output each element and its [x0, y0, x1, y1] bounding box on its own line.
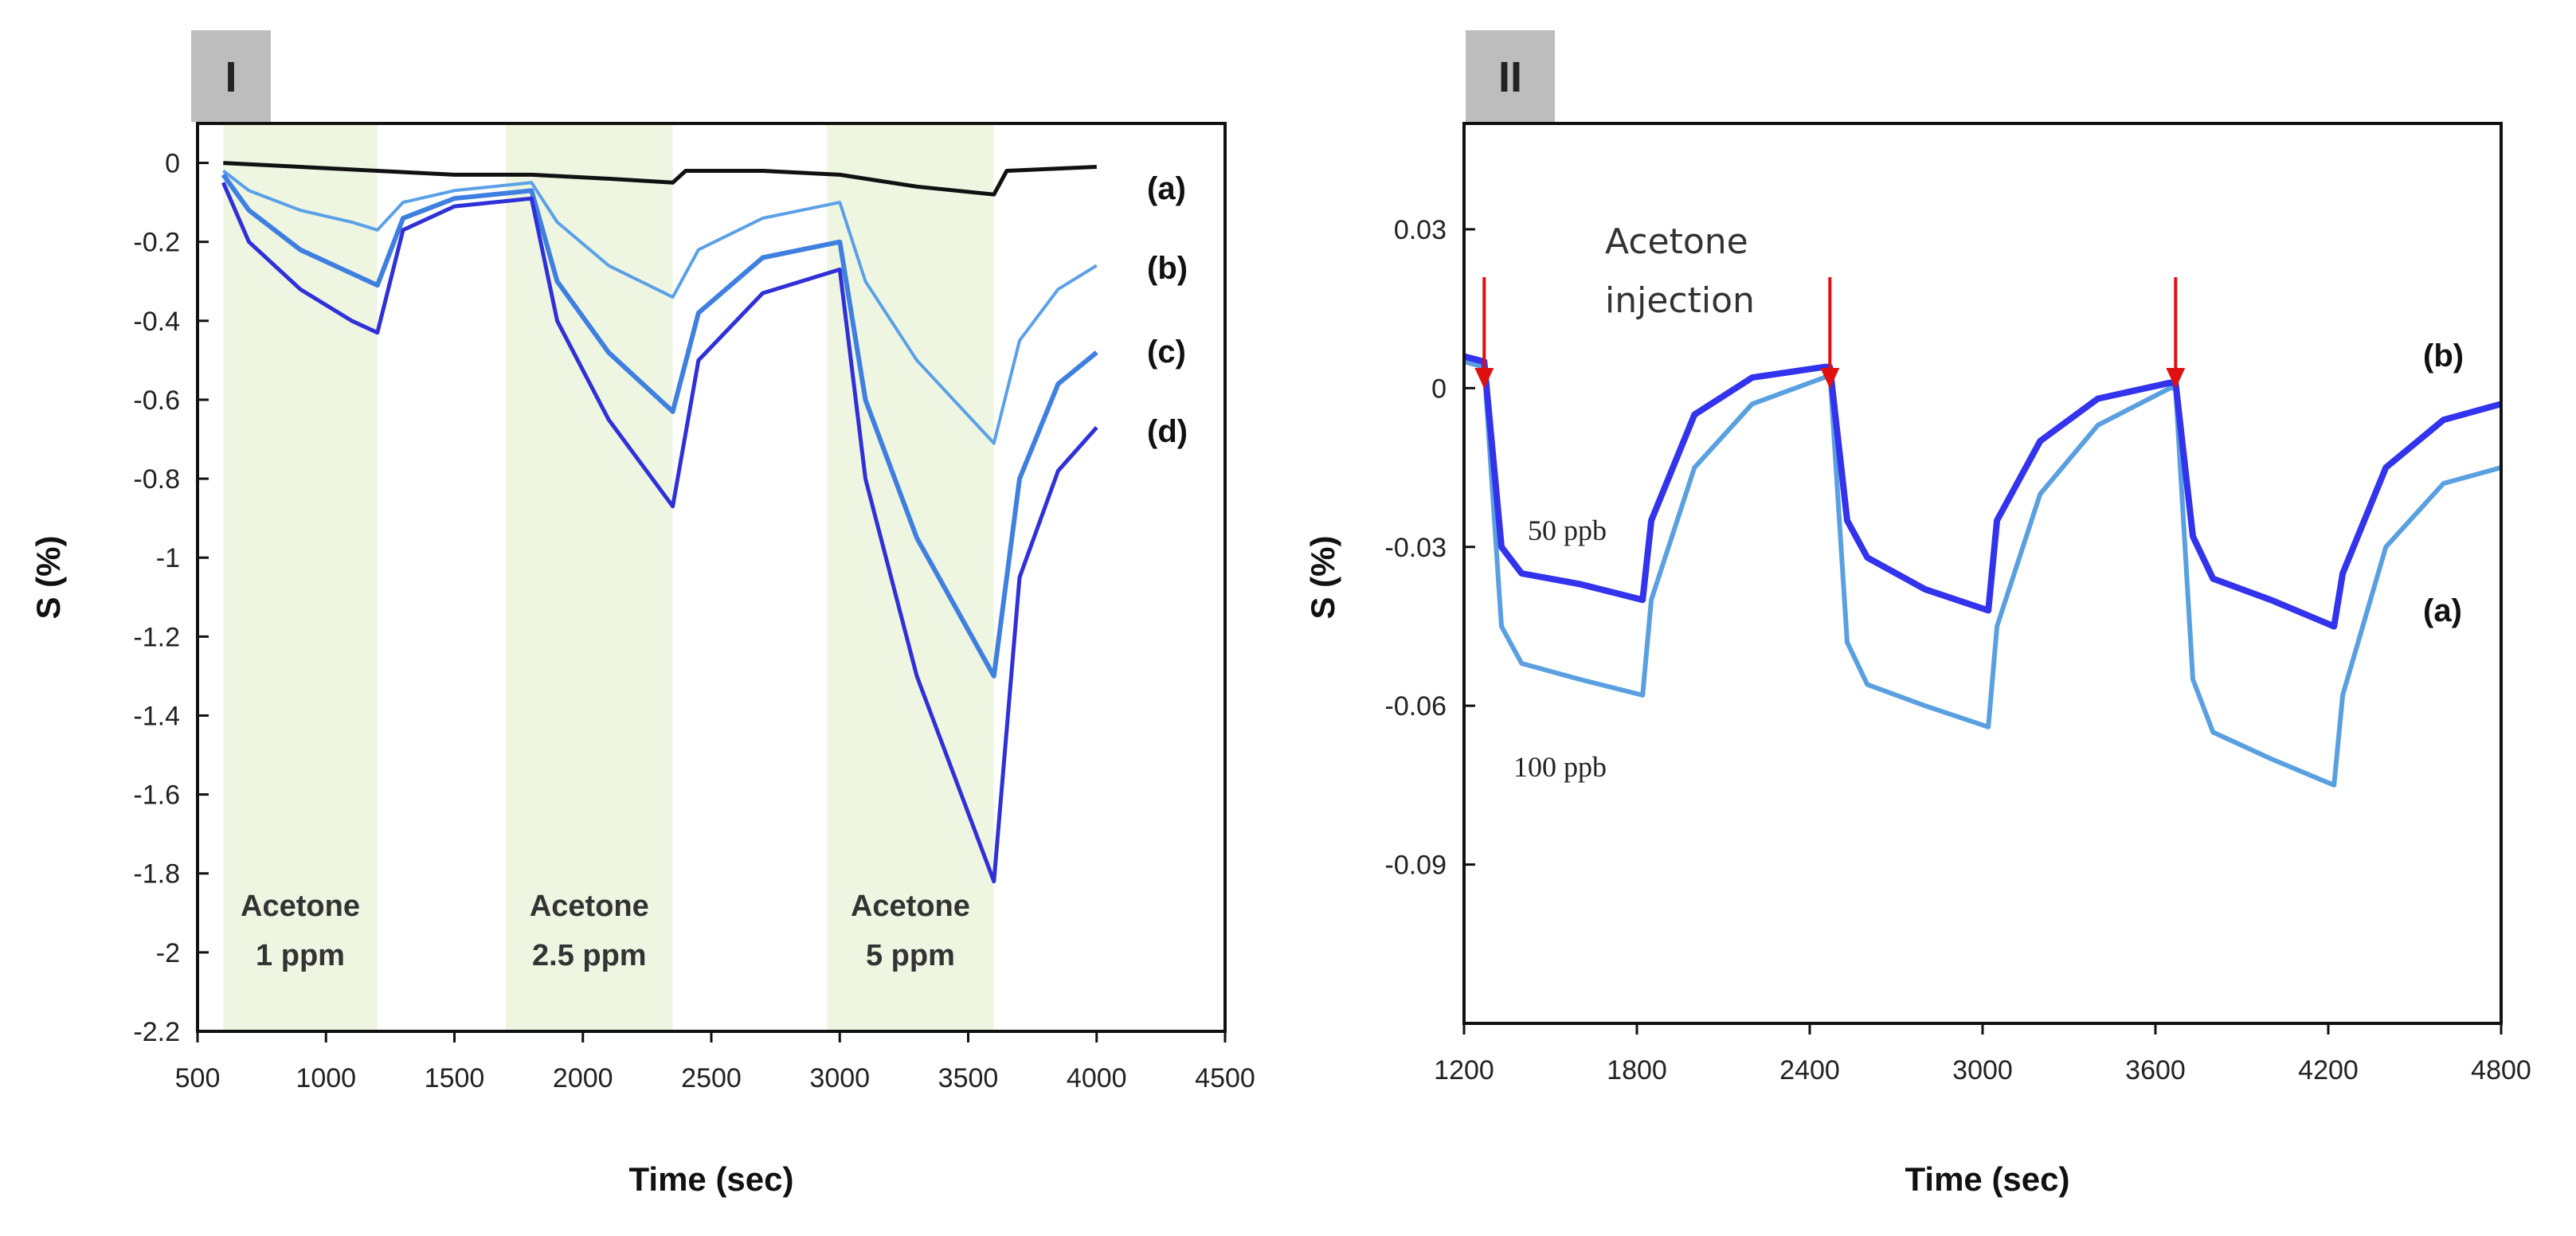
panel-2-series: [1462, 353, 2503, 788]
y-tick-label: -0.4: [133, 307, 180, 337]
y-tick-label: -1.2: [133, 622, 180, 652]
y-tick-label: -0.06: [1385, 691, 1447, 722]
panel-2-x-ticks: 1200 1800 2400 3000 3600 4200 4800: [1434, 1023, 2531, 1085]
x-tick-label: 3600: [2125, 1055, 2186, 1085]
panel-1-y-axis-title: S (%): [29, 536, 67, 620]
panel-2-curve-labels: (a) (b): [2423, 338, 2464, 628]
x-tick-label: 1200: [1434, 1055, 1494, 1085]
injection-arrow-head-1: [1474, 368, 1494, 389]
panel-1-x-axis-title: Time (sec): [629, 1160, 794, 1198]
x-tick-label: 3500: [938, 1063, 999, 1093]
x-tick-label: 1500: [425, 1063, 485, 1093]
injection-arrow-head-2: [1820, 368, 1840, 389]
x-tick-label: 2400: [1779, 1055, 1840, 1085]
y-tick-label: 0: [1431, 374, 1447, 404]
region-label-3-line1: Acetone: [851, 890, 970, 923]
y-tick-label: -2: [156, 938, 180, 968]
y-tick-label: 0: [165, 149, 180, 179]
curve-label-a: (a): [2423, 593, 2462, 628]
y-tick-label: 0.03: [1394, 215, 1447, 245]
x-tick-label: 500: [175, 1063, 221, 1093]
region-label-1-line1: Acetone: [241, 890, 360, 923]
panel-1-curve-labels: (a) (b) (c) (d): [1147, 171, 1188, 449]
panel-2-x-axis-title: Time (sec): [1905, 1160, 2070, 1198]
curve-label-a: (a): [1147, 171, 1186, 206]
x-tick-label: 4800: [2471, 1055, 2531, 1085]
x-tick-label: 3000: [1952, 1055, 2013, 1085]
y-tick-label: -1.8: [133, 859, 180, 890]
concentration-label-100ppb: 100 ppb: [1513, 751, 1607, 783]
panel-2-y-axis-title: S (%): [1304, 536, 1341, 620]
series-line-a: [223, 161, 1097, 197]
injection-annotation-line2: injection: [1605, 280, 1755, 321]
region-label-2-line2: 2.5 ppm: [532, 939, 647, 972]
curve-label-c: (c): [1147, 334, 1186, 370]
y-tick-label: -0.6: [133, 385, 180, 416]
exposure-region-3: [827, 123, 994, 1031]
x-tick-label: 2000: [553, 1063, 613, 1093]
series-line-d: [221, 182, 1098, 884]
panel-1-label: I: [225, 53, 237, 101]
x-tick-label: 1000: [296, 1063, 356, 1093]
panel-2-label: II: [1498, 53, 1522, 101]
curve-label-d: (d): [1147, 414, 1188, 449]
injection-annotation-line1: Acetone: [1605, 221, 1748, 262]
panel-1-label-box: [191, 30, 271, 122]
panel-2-chart: II 0.03 0 -0.03 -0.06 -0.09 1200 1800 2400 3000…: [1304, 30, 2531, 1198]
region-label-2-line1: Acetone: [530, 890, 649, 923]
x-tick-label: 4000: [1067, 1063, 1127, 1093]
y-tick-label: -0.09: [1385, 851, 1447, 881]
x-tick-label: 4200: [2298, 1055, 2359, 1085]
y-tick-label: -0.03: [1385, 533, 1447, 563]
region-label-1-line2: 1 ppm: [256, 939, 345, 972]
injection-arrow-head-3: [2166, 368, 2186, 389]
series-line-b: [222, 169, 1098, 445]
exposure-region-2: [506, 123, 673, 1031]
panel-1-y-ticks: 0 -0.2 -0.4 -0.6 -0.8 -1 -1.2 -1.4 -1.6 -1.8 -2 -2.…: [133, 149, 209, 1047]
series-line-a: [1463, 359, 2502, 788]
y-tick-label: -0.2: [133, 228, 180, 258]
panel-1-series: [221, 161, 1098, 884]
curve-label-b: (b): [2423, 338, 2464, 374]
x-tick-label: 3000: [809, 1063, 870, 1093]
curve-label-b: (b): [1147, 251, 1188, 286]
concentration-label-50ppb: 50 ppb: [1528, 514, 1607, 546]
panel-2-y-ticks: 0.03 0 -0.03 -0.06 -0.09: [1385, 215, 1475, 881]
y-tick-label: -1: [156, 543, 180, 573]
y-tick-label: -1.6: [133, 780, 180, 811]
panel-1-x-ticks: 500 1000 1500 2000 2500 3000 3500 4000 4500: [175, 1031, 1255, 1093]
panel-1-chart: I Acetone 1 ppm Acetone 2.5 ppm Acetone 5 ppm…: [29, 30, 1255, 1198]
y-tick-label: -0.8: [133, 464, 180, 495]
series-line-b: [1462, 353, 2503, 630]
panel-2-label-box: [1466, 30, 1555, 122]
x-tick-label: 2500: [681, 1063, 742, 1093]
region-label-3-line2: 5 ppm: [866, 939, 955, 972]
x-tick-label: 1800: [1607, 1055, 1667, 1085]
x-tick-label: 4500: [1195, 1063, 1255, 1093]
panel-1-region-labels: Acetone 1 ppm Acetone 2.5 ppm Acetone 5 ppm: [241, 890, 970, 972]
y-tick-label: -2.2: [133, 1017, 180, 1047]
panel-2-injection-arrows: [1474, 277, 2186, 389]
series-line-c: [221, 173, 1098, 679]
y-tick-label: -1.4: [133, 701, 180, 731]
